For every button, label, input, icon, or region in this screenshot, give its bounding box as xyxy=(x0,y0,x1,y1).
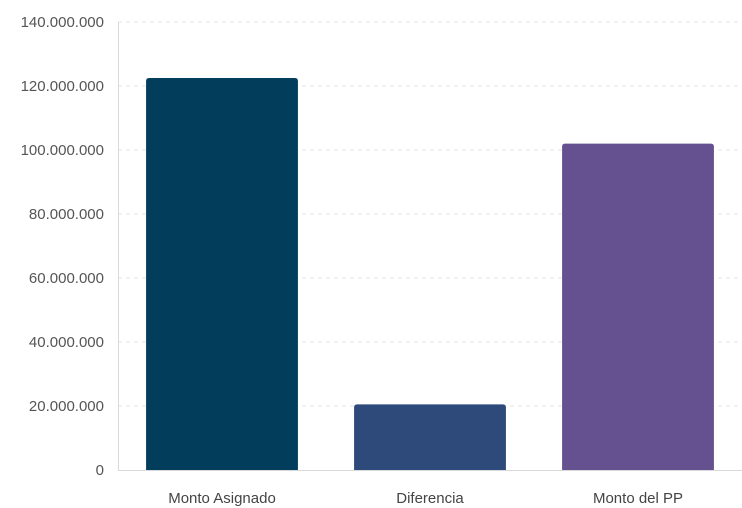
y-tick-label: 80.000.000 xyxy=(29,206,104,223)
x-category-label: Diferencia xyxy=(396,490,464,507)
y-tick-label: 120.000.000 xyxy=(21,78,104,95)
y-tick-label: 60.000.000 xyxy=(29,270,104,287)
bar-monto-del-pp[interactable] xyxy=(562,143,714,470)
bar-monto-asignado[interactable] xyxy=(146,78,298,470)
y-tick-label: 0 xyxy=(96,462,104,479)
y-tick-label: 20.000.000 xyxy=(29,398,104,415)
y-axis-tick-labels: 0 20.000.000 40.000.000 60.000.000 80.000.00… xyxy=(21,14,104,479)
x-axis-category-labels: Monto Asignado Diferencia Monto del PP xyxy=(168,490,683,507)
y-tick-label: 140.000.000 xyxy=(21,14,104,31)
axes xyxy=(118,22,742,471)
y-tick-label: 40.000.000 xyxy=(29,334,104,351)
bar-diferencia[interactable] xyxy=(354,404,506,470)
bars xyxy=(146,78,714,470)
x-category-label: Monto Asignado xyxy=(168,490,276,507)
x-category-label: Monto del PP xyxy=(593,490,683,507)
y-tick-label: 100.000.000 xyxy=(21,142,104,159)
